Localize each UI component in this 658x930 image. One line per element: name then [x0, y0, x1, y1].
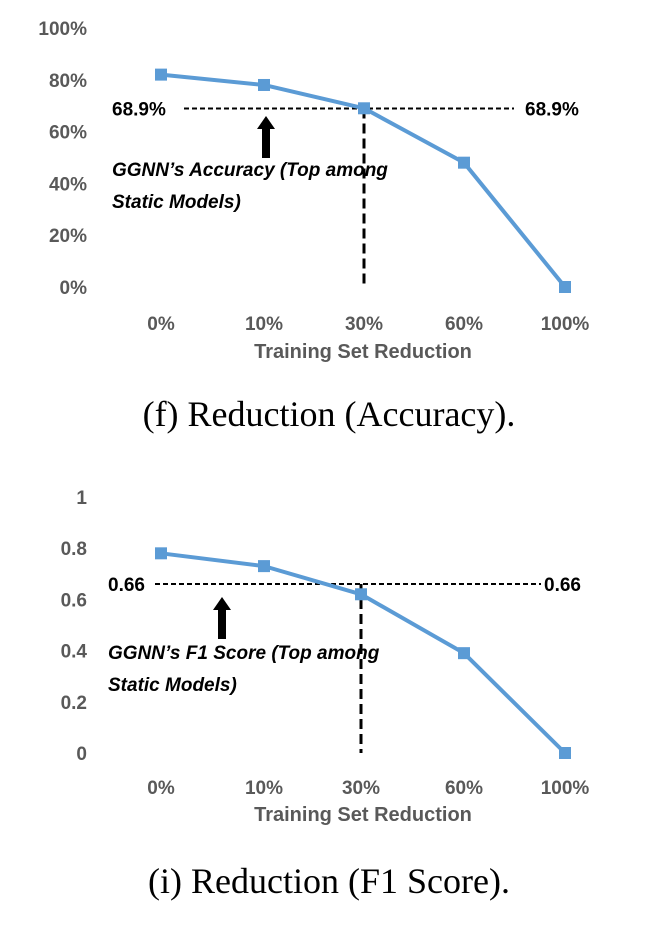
accuracy-chart: 0% 20% 40% 60% 80% 100% 0% 10% 30% 60% 100% Trainin… [38, 19, 590, 363]
reference-label-right: 68.9% [525, 100, 579, 121]
data-point [458, 647, 470, 660]
y-tick-label: 80% [49, 71, 87, 92]
annotation-text-line1: GGNN’s Accuracy (Top among [112, 160, 388, 181]
annotation-text-line2: Static Models) [108, 675, 237, 696]
annotation-arrow-icon [257, 116, 275, 158]
data-point [155, 68, 167, 81]
x-axis-title: Training Set Reduction [254, 341, 472, 363]
annotation-text-line2: Static Models) [112, 192, 241, 213]
y-tick-label: 20% [49, 226, 87, 247]
data-point [458, 156, 470, 169]
data-point [559, 281, 571, 293]
x-tick-label: 10% [245, 778, 283, 799]
y-tick-label: 1 [76, 488, 87, 509]
reference-label-left: 0.66 [108, 575, 145, 596]
x-tick-label: 30% [342, 778, 380, 799]
x-tick-label: 30% [345, 314, 383, 335]
x-tick-label: 10% [245, 314, 283, 335]
y-tick-label: 0.4 [61, 642, 88, 663]
y-tick-label: 100% [38, 19, 87, 40]
x-axis-title: Training Set Reduction [254, 804, 472, 826]
y-tick-label: 60% [49, 123, 87, 144]
y-tick-label: 0.2 [61, 693, 87, 714]
data-point [155, 547, 167, 560]
reference-label-left: 68.9% [112, 100, 166, 121]
f1-figure: 0 0.2 0.4 0.6 0.8 1 0% 10% 30% 60% 100% Training Se… [0, 465, 658, 930]
f1-caption: (i) Reduction (F1 Score). [148, 861, 510, 901]
y-tick-label: 0.6 [61, 590, 87, 611]
x-tick-label: 0% [147, 314, 175, 335]
x-tick-label: 60% [445, 778, 483, 799]
y-tick-label: 0% [60, 278, 88, 299]
accuracy-caption: (f) Reduction (Accuracy). [142, 394, 516, 434]
data-point [358, 102, 370, 115]
data-point [258, 78, 270, 91]
reference-label-right: 0.66 [544, 575, 581, 596]
y-tick-label: 40% [49, 174, 87, 195]
f1-chart: 00.20.40.60.810% 10% 30% 60% 100%Training Se… [61, 488, 590, 826]
data-point [355, 588, 367, 601]
annotation-text-line1: GGNN’s F1 Score (Top among [108, 643, 380, 664]
data-point [559, 747, 571, 759]
accuracy-figure: 0% 20% 40% 60% 80% 100% 0% 10% 30% 60% 100% Trainin… [0, 0, 658, 440]
data-point [258, 560, 270, 573]
y-tick-label: 0.8 [61, 539, 87, 560]
x-tick-label: 100% [541, 314, 590, 335]
x-tick-label: 100% [541, 778, 590, 799]
annotation-arrow-icon [213, 597, 231, 639]
x-tick-label: 60% [445, 314, 483, 335]
x-tick-label: 0% [147, 778, 175, 799]
y-tick-label: 0 [76, 744, 87, 765]
